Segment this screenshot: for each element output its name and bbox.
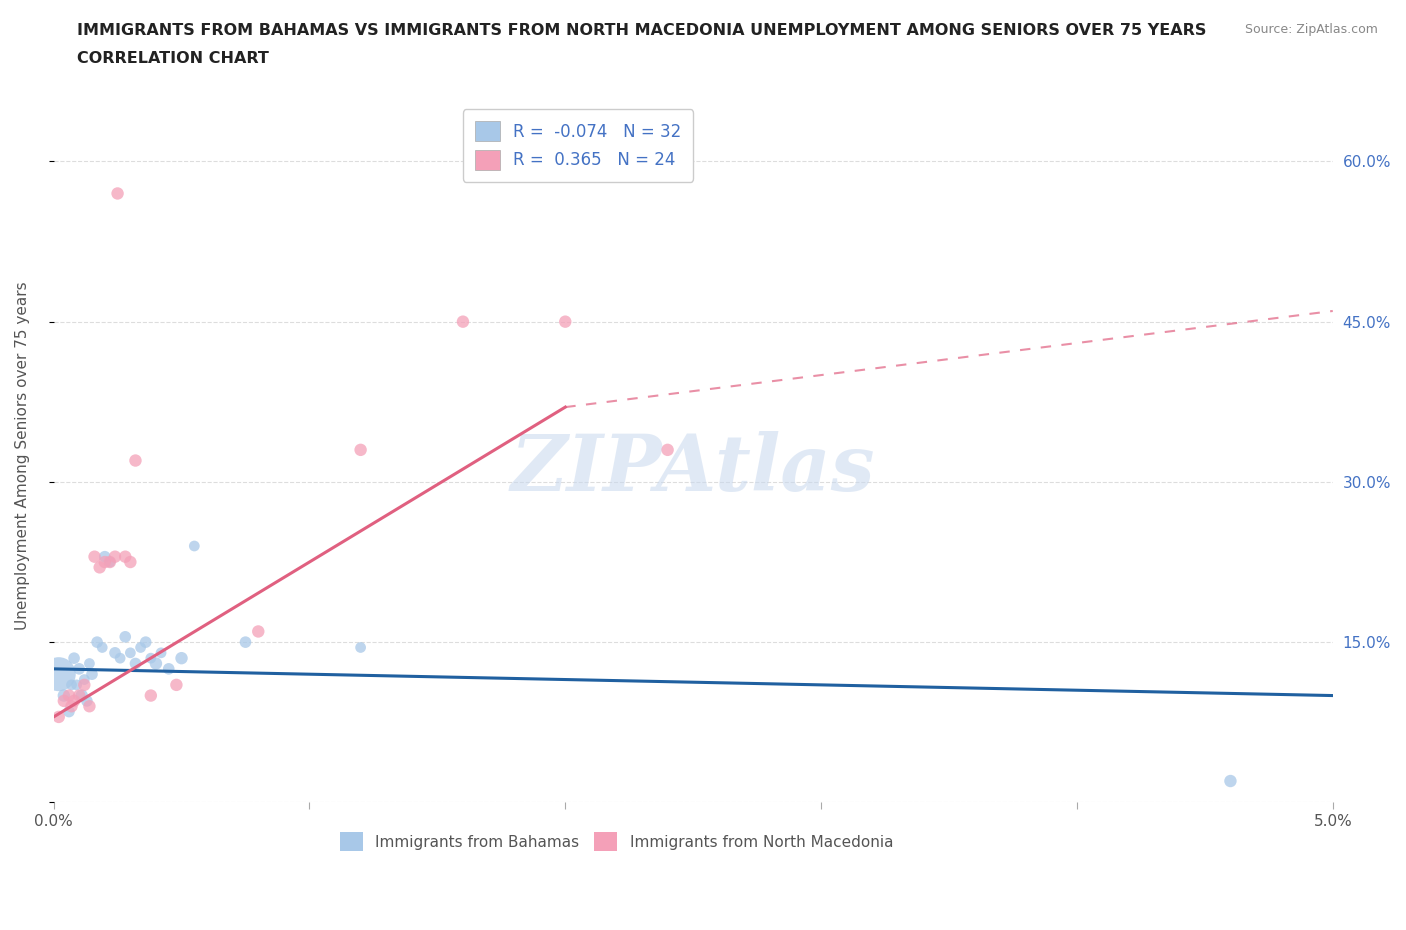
Point — [83, 550, 105, 565]
Point — [63, 694, 86, 709]
Point — [120, 645, 142, 660]
Legend: Immigrants from Bahamas, Immigrants from North Macedonia: Immigrants from Bahamas, Immigrants from… — [333, 827, 900, 857]
Point — [76, 694, 98, 709]
Point — [657, 443, 679, 458]
Text: ZIPAtlas: ZIPAtlas — [510, 431, 876, 508]
Point — [145, 656, 167, 671]
Point — [98, 554, 121, 569]
Point — [60, 698, 83, 713]
Y-axis label: Unemployment Among Seniors over 75 years: Unemployment Among Seniors over 75 years — [15, 281, 30, 630]
Point — [235, 634, 257, 649]
Point — [91, 640, 114, 655]
Point — [170, 651, 193, 666]
Point — [135, 634, 157, 649]
Point — [58, 688, 80, 703]
Point — [247, 624, 270, 639]
Point — [107, 186, 129, 201]
Point — [1219, 774, 1241, 789]
Point — [48, 667, 70, 682]
Point — [165, 677, 187, 692]
Point — [94, 554, 117, 569]
Point — [554, 314, 576, 329]
Point — [349, 640, 371, 655]
Point — [157, 661, 180, 676]
Point — [120, 554, 142, 569]
Point — [80, 667, 103, 682]
Point — [58, 704, 80, 719]
Point — [73, 672, 96, 687]
Text: CORRELATION CHART: CORRELATION CHART — [77, 51, 269, 66]
Point — [124, 656, 146, 671]
Point — [52, 688, 75, 703]
Point — [79, 698, 101, 713]
Point — [48, 710, 70, 724]
Text: Source: ZipAtlas.com: Source: ZipAtlas.com — [1244, 23, 1378, 36]
Point — [139, 688, 162, 703]
Point — [67, 688, 90, 703]
Point — [67, 661, 90, 676]
Point — [104, 550, 127, 565]
Point — [70, 688, 93, 703]
Point — [104, 645, 127, 660]
Point — [139, 651, 162, 666]
Point — [150, 645, 173, 660]
Point — [349, 443, 371, 458]
Point — [63, 651, 86, 666]
Point — [79, 656, 101, 671]
Text: IMMIGRANTS FROM BAHAMAS VS IMMIGRANTS FROM NORTH MACEDONIA UNEMPLOYMENT AMONG SE: IMMIGRANTS FROM BAHAMAS VS IMMIGRANTS FR… — [77, 23, 1206, 38]
Point — [66, 677, 89, 692]
Point — [60, 677, 83, 692]
Point — [73, 677, 96, 692]
Point — [108, 651, 131, 666]
Point — [114, 630, 136, 644]
Point — [183, 538, 205, 553]
Point — [86, 634, 108, 649]
Point — [52, 694, 75, 709]
Point — [124, 453, 146, 468]
Point — [451, 314, 474, 329]
Point — [129, 640, 152, 655]
Point — [89, 560, 111, 575]
Point — [114, 550, 136, 565]
Point — [98, 554, 121, 569]
Point — [94, 550, 117, 565]
